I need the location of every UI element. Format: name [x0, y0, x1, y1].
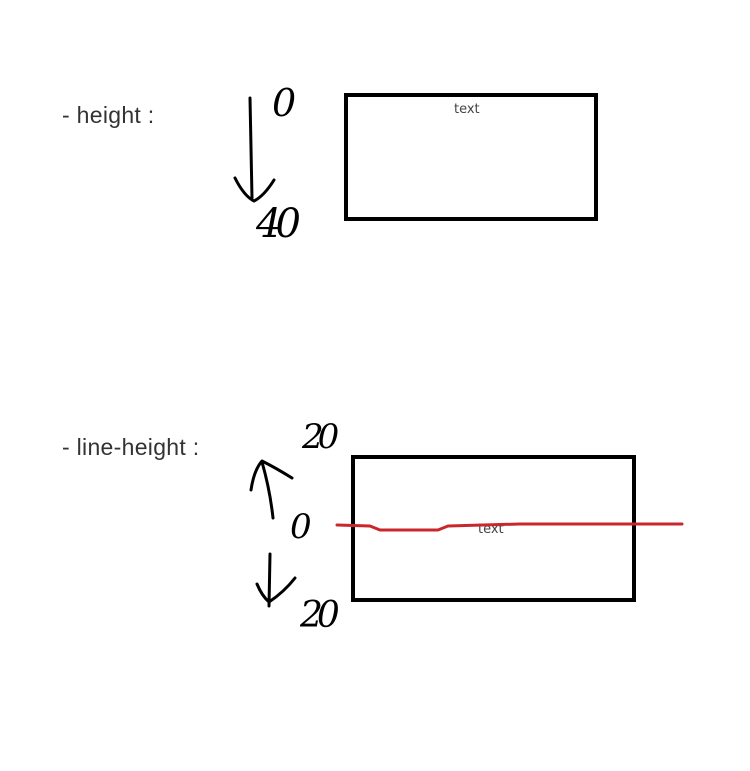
line-height-annotation-middle: 0: [290, 507, 312, 547]
up-arrow-icon: [249, 459, 294, 520]
height-box: [344, 93, 598, 221]
height-annotation-bottom: 40: [256, 201, 301, 247]
line-height-annotation-top: 20: [302, 417, 339, 457]
down-arrow-icon: [255, 552, 297, 608]
height-annotation-top: 0: [272, 81, 297, 125]
line-height-box-text: text: [478, 522, 504, 537]
down-arrow-icon: [233, 96, 276, 203]
line-height-annotation-bottom: 20: [300, 595, 340, 636]
line-height-label: - line-height :: [62, 434, 200, 460]
height-label: - height :: [62, 102, 155, 128]
height-box-text: text: [454, 102, 480, 117]
